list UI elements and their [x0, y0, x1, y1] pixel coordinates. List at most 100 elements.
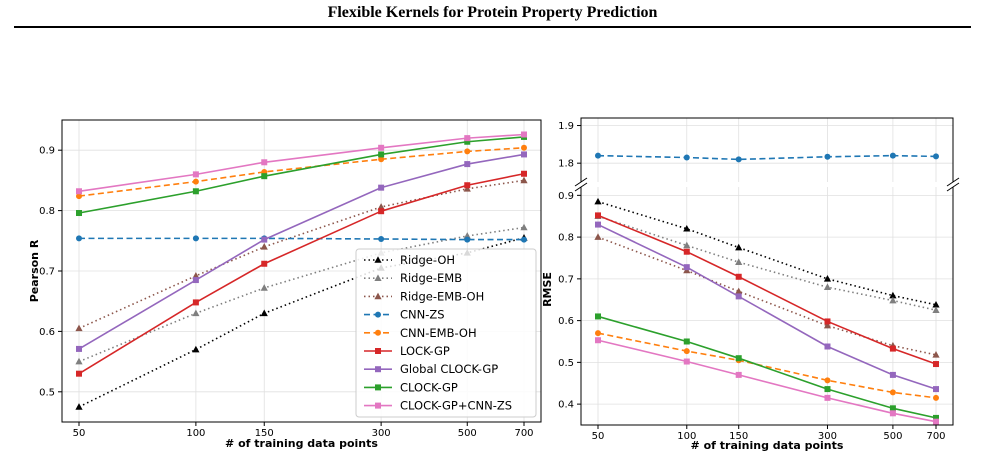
- left-data-point: [192, 178, 199, 185]
- right-y-tick-label: 0.9: [558, 191, 574, 202]
- left-data-point: [463, 185, 471, 192]
- left-data-point: [192, 171, 199, 178]
- right-data-point: [933, 361, 939, 368]
- right-data-point: [735, 243, 743, 251]
- left-data-point: [464, 138, 471, 145]
- right-y-tick-label: 0.5: [558, 358, 574, 369]
- left-data-point: [75, 357, 83, 365]
- right-data-point: [595, 221, 601, 228]
- right-series-line: [597, 315, 937, 419]
- left-series-6: [76, 151, 527, 352]
- right-data-point: [683, 358, 690, 365]
- left-y-tick-label: 0.5: [39, 387, 55, 398]
- right-data-point: [683, 248, 690, 255]
- right-data-point: [595, 212, 601, 219]
- right-series-line: [597, 223, 937, 390]
- legend-label: Ridge-EMB: [400, 271, 462, 285]
- right-series-1: [594, 212, 940, 313]
- right-x-tick-label: 500: [883, 431, 902, 442]
- left-series-line: [78, 226, 525, 363]
- right-data-point: [595, 152, 601, 159]
- left-data-point: [260, 284, 268, 291]
- legend-entry: Ridge-OH: [364, 253, 455, 267]
- legend-marker: [374, 274, 382, 281]
- axis-break-mark: [574, 182, 588, 192]
- legend-label: CLOCK-GP+CNN-ZS: [400, 399, 512, 413]
- right-y-tick-label: 1.9: [558, 121, 574, 132]
- left-series-line: [78, 172, 525, 375]
- left-data-point: [378, 184, 385, 191]
- legend-label: CLOCK-GP: [400, 380, 458, 394]
- legend-marker: [375, 311, 381, 318]
- axis-break-mark: [946, 177, 960, 187]
- right-data-point: [933, 414, 939, 421]
- right-data-point: [594, 233, 602, 240]
- right-series-line: [597, 339, 937, 423]
- left-data-point: [464, 135, 471, 142]
- right-x-tick-label: 700: [926, 431, 945, 442]
- right-series-0: [594, 197, 940, 308]
- page-title: Flexible Kernels for Protein Property Pr…: [327, 4, 658, 21]
- right-data-point: [594, 197, 602, 205]
- left-x-tick-label: 100: [186, 428, 205, 439]
- right-x-tick-label: 300: [818, 431, 837, 442]
- right-x-tick-label: 100: [677, 431, 696, 442]
- legend: Ridge-OH Ridge-EMB Ridge-EMB-OH CNN-ZS CNN-E…: [355, 248, 537, 418]
- left-data-point: [378, 156, 385, 163]
- left-data-point: [521, 144, 527, 151]
- axis-break-mark: [946, 182, 960, 192]
- left-y-tick-label: 0.9: [39, 146, 55, 157]
- left-data-point: [76, 188, 82, 195]
- legend-entry: Ridge-EMB-OH: [364, 289, 484, 303]
- right-series-line: [597, 154, 937, 161]
- legend-entry: LOCK-GP: [364, 344, 450, 358]
- legend-entry: CNN-ZS: [364, 308, 445, 322]
- right-series-2: [594, 233, 940, 358]
- legend-marker: [375, 402, 381, 409]
- left-data-point: [521, 131, 527, 138]
- right-series-8: [595, 337, 939, 425]
- left-series-2: [75, 176, 528, 332]
- legend-marker: [375, 348, 381, 354]
- left-data-point: [192, 299, 199, 306]
- right-data-point: [932, 300, 940, 308]
- left-series-line: [78, 136, 525, 214]
- legend-label: Ridge-EMB-OH: [400, 289, 484, 303]
- legend-marker: [375, 366, 381, 373]
- left-y-tick-label: 0.6: [39, 327, 55, 338]
- left-y-tick-label: 0.7: [39, 267, 55, 278]
- left-data-point: [521, 170, 527, 177]
- left-y-axis-label: Pearson R: [28, 239, 41, 302]
- right-data-point: [933, 386, 939, 393]
- left-data-point: [521, 236, 527, 243]
- right-series-line: [597, 200, 937, 306]
- left-data-point: [378, 235, 385, 242]
- right-data-point: [889, 410, 896, 417]
- right-data-point: [683, 338, 690, 345]
- right-data-point: [889, 291, 897, 299]
- header-rule: [14, 26, 971, 28]
- right-data-point: [824, 377, 831, 384]
- right-data-point: [933, 418, 939, 425]
- left-data-point: [464, 182, 471, 189]
- left-series-line: [78, 133, 525, 193]
- right-y-tick-label: 1.8: [558, 159, 574, 170]
- legend-marker: [375, 329, 381, 336]
- right-data-point: [683, 264, 690, 271]
- legend-marker: [374, 256, 382, 263]
- right-series-line: [597, 214, 937, 365]
- left-chart: 0.5 0.6 0.7 0.8 0.9 50 100 150 300 500 700 # of tra…: [28, 119, 542, 450]
- right-data-point: [889, 389, 896, 396]
- left-data-point: [76, 235, 82, 242]
- right-data-point: [683, 154, 690, 161]
- right-data-point: [595, 313, 601, 320]
- left-x-tick-label: 150: [255, 428, 274, 439]
- right-data-point: [932, 351, 940, 358]
- right-data-point: [683, 241, 691, 249]
- left-series-line: [78, 153, 525, 350]
- right-data-point: [824, 394, 831, 401]
- right-series-line: [597, 332, 937, 399]
- left-data-point: [378, 144, 385, 151]
- right-series-4: [595, 330, 939, 401]
- right-data-point: [683, 348, 690, 355]
